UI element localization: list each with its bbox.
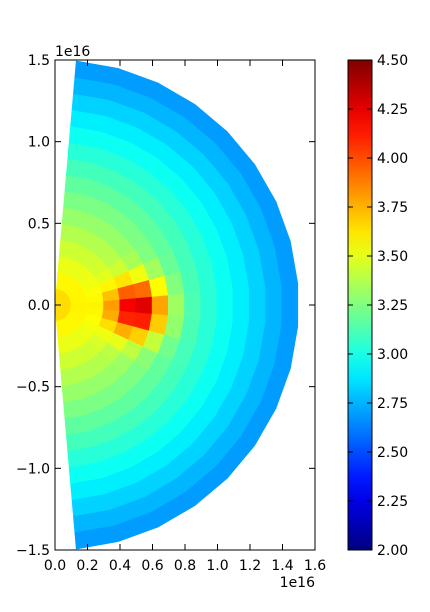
colorbar-tick-label: 3.75 <box>377 200 408 216</box>
heatmap-cell <box>248 286 266 324</box>
x-tick-label: 0.4 <box>109 558 131 574</box>
colorbar-tick-label: 4.25 <box>377 102 408 118</box>
y-tick-label: 1.5 <box>28 53 50 69</box>
x-tick-label: 1.4 <box>271 558 293 574</box>
colorbar-tick-label: 3.25 <box>377 298 408 314</box>
y-axis-ticks: −1.5 −1.0 −0.5 0.0 0.5 1.0 1.5 <box>16 53 315 559</box>
heatmap-cell <box>103 298 121 312</box>
colorbar-tick-label: 3.50 <box>377 249 408 265</box>
colorbar-tick-label: 2.00 <box>377 543 408 559</box>
y-tick-label: 1.0 <box>28 135 50 151</box>
y-tick-label: −1.5 <box>16 543 50 559</box>
x-tick-label: 0.6 <box>141 558 163 574</box>
y-tick-label: −1.0 <box>16 461 50 477</box>
heatmap-cell <box>200 290 218 320</box>
heatmap-cell <box>168 293 185 317</box>
heatmap-cell <box>119 297 137 313</box>
x-tick-label: 0.2 <box>76 558 98 574</box>
heatmap-cell <box>232 287 250 323</box>
colorbar-tick-label: 4.50 <box>377 53 408 69</box>
y-tick-label: 0.0 <box>28 298 50 314</box>
heatmap-cell <box>135 296 153 314</box>
x-axis-ticks: 0.0 0.2 0.4 0.6 0.8 1.0 1.2 1.4 1.6 <box>44 60 326 574</box>
heatmap-cell <box>151 294 169 316</box>
x-tick-label: 0.8 <box>174 558 196 574</box>
x-exponent-label: 1e16 <box>280 575 315 591</box>
y-tick-label: −0.5 <box>16 380 50 396</box>
x-tick-label: 1.6 <box>304 558 326 574</box>
y-tick-label: 0.5 <box>28 216 50 232</box>
heatmap-cells <box>55 60 299 550</box>
colorbar-tick-label: 3.00 <box>377 347 408 363</box>
x-tick-label: 1.0 <box>206 558 228 574</box>
y-exponent-label: 1e16 <box>55 44 90 60</box>
heatmap-cell <box>281 283 299 327</box>
colorbar-ticks: 2.00 2.25 2.50 2.75 3.00 3.25 3.50 3.75 4.00 4.25… <box>348 53 408 559</box>
colorbar-tick-label: 4.00 <box>377 151 408 167</box>
heatmap-cell <box>74 60 119 85</box>
colorbar-tick-label: 2.25 <box>377 494 408 510</box>
x-tick-label: 1.2 <box>239 558 261 574</box>
heatmap-cell <box>216 289 234 321</box>
colorbar-tick-label: 2.50 <box>377 445 408 461</box>
x-tick-label: 0.0 <box>44 558 66 574</box>
heatmap-cell <box>184 291 201 319</box>
colorbar-tick-label: 2.75 <box>377 396 408 412</box>
heatmap-cell <box>265 284 282 326</box>
